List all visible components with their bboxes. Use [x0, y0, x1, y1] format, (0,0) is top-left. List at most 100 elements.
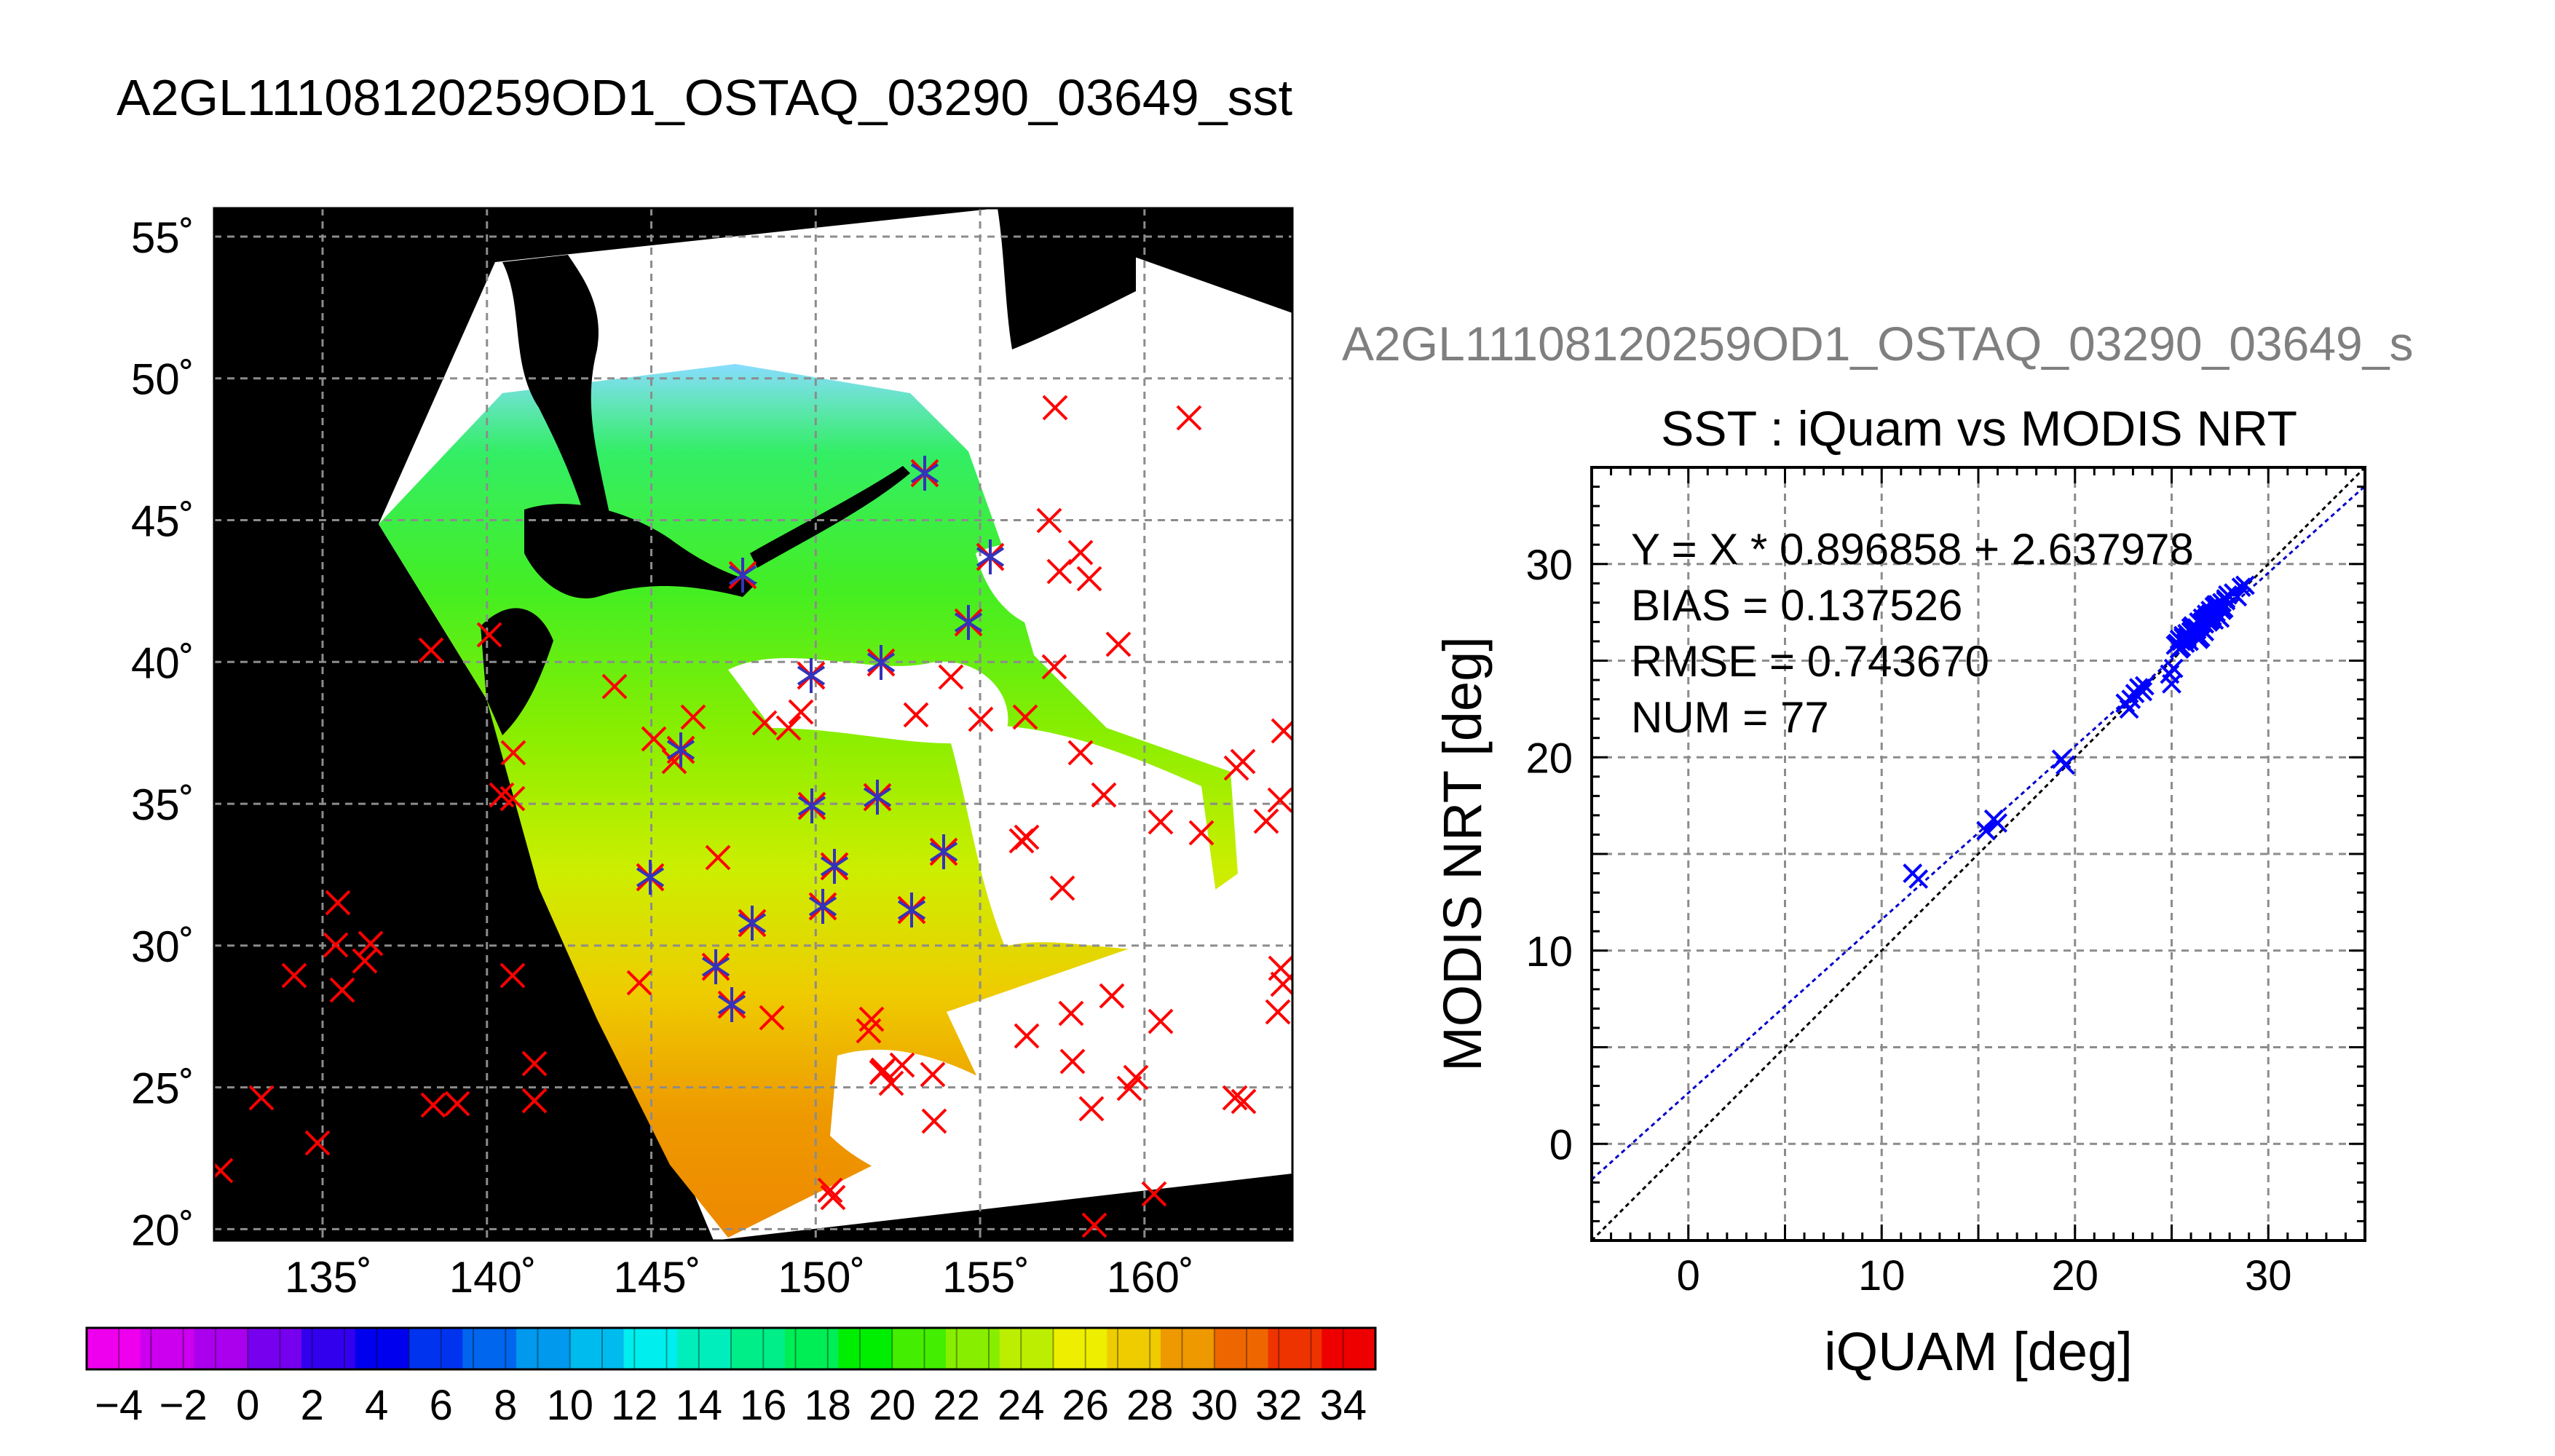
land-kurils [750, 466, 910, 568]
in-situ-marker [889, 1052, 915, 1078]
in-situ-marker [775, 715, 802, 741]
colorbar-label: −2 [159, 1382, 208, 1429]
colorbar-frame [85, 1326, 1377, 1371]
colorbar-labels: −4 −2 0 2 4 6 8 10 12 14 16 18 20 22 24 26 28 30 32 34 [95, 1382, 1367, 1429]
in-situ-marker [938, 664, 964, 690]
lat-tick-label: 45˚ [131, 497, 194, 546]
in-situ-marker [817, 1177, 843, 1203]
in-situ-marker [1099, 983, 1125, 1009]
scatter-minor-ticks [1590, 466, 2366, 1242]
in-situ-marker [920, 1061, 946, 1088]
stat-annotation: RMSE = 0.743670 [1631, 637, 1989, 686]
colorbar-label: 16 [740, 1382, 787, 1429]
colorbar-swatch [946, 1328, 1000, 1369]
matchup-marker [666, 732, 695, 767]
in-situ-marker [1188, 820, 1215, 846]
colorbar-swatch [355, 1328, 410, 1369]
colorbar-swatch [999, 1328, 1054, 1369]
matchup-marker [728, 558, 757, 593]
scatter-x-ticks: 0 10 20 30 [1677, 1252, 2292, 1299]
sst-map: 55˚ 50˚ 45˚ 40˚ 35˚ 30˚ 25˚ 20˚ 135˚ 140˚ 145˚ 150… [131, 207, 1294, 1302]
colorbar-swatch [301, 1328, 356, 1369]
colorbar-label: 14 [675, 1382, 722, 1429]
in-situ-marker [751, 710, 778, 736]
colorbar-label: 20 [869, 1382, 916, 1429]
in-situ-marker [641, 726, 667, 752]
colorbar-swatch [1322, 1328, 1376, 1369]
in-situ-marker [1042, 395, 1068, 421]
in-situ-marker [521, 1051, 548, 1077]
in-situ-marker [214, 1158, 234, 1184]
in-situ-marker [1116, 1075, 1142, 1101]
in-situ-marker [476, 622, 502, 648]
in-situ-marker [626, 970, 652, 996]
colorbar-label: 10 [546, 1382, 593, 1429]
colorbar-swatch [1268, 1328, 1322, 1369]
land-hokkaido [524, 504, 757, 598]
colorbar-label: 0 [236, 1382, 259, 1429]
colorbar-swatch [462, 1328, 517, 1369]
in-situ-marker [489, 782, 515, 808]
matchup-marker [954, 605, 983, 640]
colorbar-swatch [623, 1328, 678, 1369]
scatter-title: SST : iQuam vs MODIS NRT [1661, 401, 2297, 456]
colorbar-swatch [1053, 1328, 1107, 1369]
scatter-point [1988, 813, 2007, 833]
colorbar-swatch [731, 1328, 786, 1369]
stat-annotation: BIAS = 0.137526 [1631, 581, 1962, 630]
scatter-point [2169, 639, 2189, 659]
in-situ-marker [1141, 1181, 1167, 1207]
in-situ-marker [352, 948, 378, 974]
colorbar-label: 8 [494, 1382, 517, 1429]
in-situ-marker [870, 1057, 896, 1083]
colorbar-label: 32 [1255, 1382, 1303, 1429]
colorbar-swatch [1161, 1328, 1215, 1369]
colorbar-swatch [516, 1328, 571, 1369]
lon-tick-label: 140˚ [449, 1253, 537, 1302]
in-situ-marker [329, 977, 355, 1003]
scatter-plot: 0 10 20 30 0 10 20 30 Y = X * 0.896858 + 2.637… [1432, 466, 2366, 1382]
in-situ-marker [1058, 1000, 1084, 1026]
matchup-marker [976, 539, 1005, 574]
in-situ-marker [680, 704, 706, 730]
scatter-point [2187, 623, 2207, 644]
in-situ-marker [1230, 748, 1256, 775]
scatter-point [1908, 869, 1929, 889]
cloud-patch [728, 657, 1008, 744]
in-situ-marker [1076, 566, 1102, 592]
x-tick-label: 20 [2051, 1252, 2098, 1299]
in-situ-marker [325, 890, 351, 916]
in-situ-marker [281, 962, 307, 989]
in-situ-marker [1067, 539, 1094, 566]
colorbar-label: 24 [998, 1382, 1045, 1429]
land-honshu [481, 608, 553, 735]
map-markers [214, 395, 1292, 1238]
matchup-marker [701, 949, 730, 984]
colorbar-label: −4 [95, 1382, 143, 1429]
matchup-marker [636, 860, 665, 895]
in-situ-marker [1078, 1096, 1105, 1122]
scatter-point [2163, 658, 2184, 678]
colorbar-swatch [408, 1328, 463, 1369]
in-situ-marker [1253, 808, 1279, 834]
lat-tick-label: 30˚ [131, 922, 194, 971]
in-situ-marker [1176, 405, 1202, 431]
in-situ-marker [759, 1005, 785, 1031]
in-situ-marker [499, 962, 526, 989]
colorbar-swatch [248, 1328, 302, 1369]
lon-tick-label: 150˚ [778, 1253, 865, 1302]
colorbar-swatch [569, 1328, 625, 1369]
in-situ-marker [1059, 1048, 1086, 1075]
colorbar: −4 −2 0 2 4 6 8 10 12 14 16 18 20 22 24 26 28 30 32 34 [85, 1326, 1377, 1429]
matchup-marker [797, 658, 826, 693]
lat-tick-label: 35˚ [131, 780, 194, 829]
scatter-file-title: A2GL11108120259OD1_OSTAQ_03290_03649_s [1342, 317, 2413, 371]
scatter-annotations: Y = X * 0.896858 + 2.637978 BIAS = 0.1375… [1631, 525, 2194, 742]
in-situ-marker [248, 1085, 275, 1111]
matchup-marker [797, 788, 826, 823]
land-sakhalin [502, 255, 612, 524]
in-situ-marker [788, 699, 814, 725]
colorbar-label: 18 [804, 1382, 851, 1429]
x-tick-label: 30 [2245, 1252, 2292, 1299]
